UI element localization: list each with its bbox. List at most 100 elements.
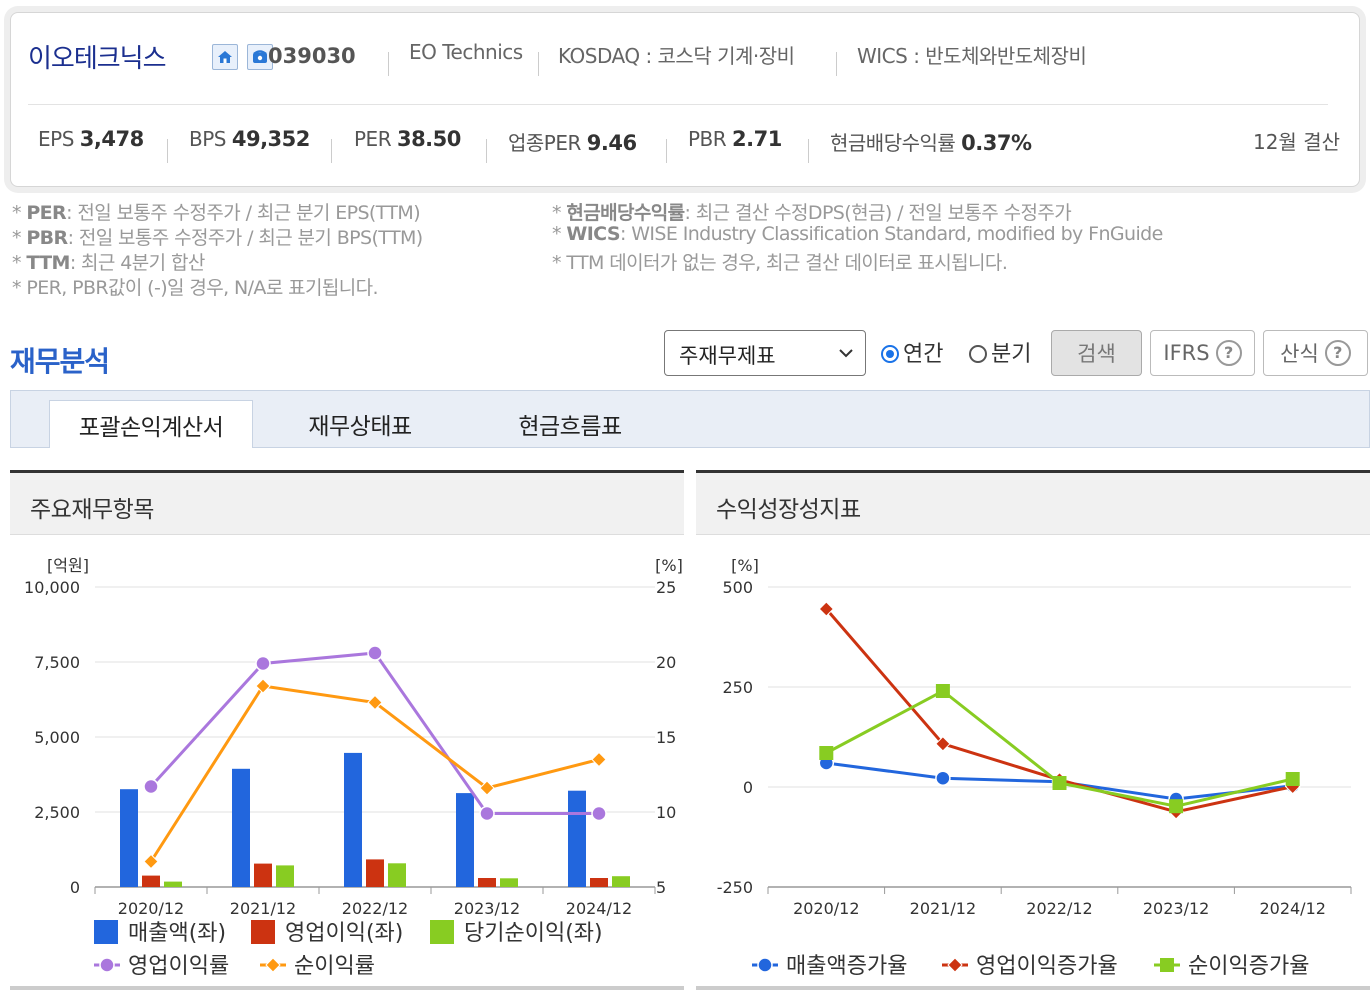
bar-1 (590, 878, 608, 887)
bar-2 (612, 876, 630, 887)
tab-income-statement[interactable]: 포괄손익계산서 (49, 400, 253, 448)
growth-point-2 (935, 684, 950, 698)
legend-swatch (251, 920, 275, 944)
bar-0 (344, 752, 362, 887)
stat-per: PER 38.50 (354, 127, 461, 151)
tab-balance-sheet[interactable]: 재무상태표 (308, 414, 412, 440)
panel-right-bottomline (696, 986, 1370, 990)
radio-quarter[interactable]: 분기 (969, 336, 1031, 368)
divider (836, 52, 837, 76)
legend-marker (99, 957, 115, 973)
stock-code: 039030 (268, 44, 356, 68)
ifrs-help-button[interactable]: IFRS? (1150, 330, 1255, 376)
wics-info: WICS : 반도체와반도체장비 (857, 44, 1087, 68)
bar-1 (254, 863, 272, 887)
note-na: * PER, PBR값이 (-)일 경우, N/A로 표기됩니다. (12, 277, 379, 299)
legend-marker (757, 957, 773, 973)
divider (331, 139, 332, 163)
radio-checked-icon (881, 345, 899, 363)
line-point-0 (255, 655, 271, 672)
bar-0 (120, 789, 138, 887)
growth-point-2 (1285, 772, 1300, 786)
y-right-tick-label: 20 (656, 653, 676, 672)
company-summary-card (10, 12, 1360, 187)
x-tick-label: 2023/12 (1143, 899, 1209, 918)
statement-select[interactable]: 주재무제표 (664, 330, 866, 376)
y-right-tick-label: 15 (656, 728, 676, 747)
note-dividend: * 현금배당수익률: 최근 결산 수정DPS(현금) / 전일 보통주 수정주가 (552, 202, 1072, 224)
bar-0 (456, 793, 474, 887)
formula-button-label: 산식 (1280, 342, 1319, 366)
divider (666, 139, 667, 163)
legend-swatch (94, 920, 118, 944)
growth-point-2 (819, 746, 834, 760)
card-divider (28, 104, 1328, 105)
line-point-1 (255, 678, 271, 694)
line-point-0 (143, 778, 159, 795)
bar-2 (276, 865, 294, 887)
stat-industry-per: 업종PER 9.46 (508, 131, 637, 155)
note-ttm: * TTM: 최근 4분기 합산 (12, 252, 205, 274)
note-wics: * WICS: WISE Industry Classification Sta… (552, 223, 1163, 245)
tab-cash-flow[interactable]: 현금흐름표 (518, 414, 622, 440)
english-name: EO Technics (409, 40, 523, 64)
y-tick-label: 250 (722, 678, 753, 697)
ifrs-button-label: IFRS (1163, 341, 1210, 365)
line-point-1 (479, 780, 495, 796)
line-point-1 (143, 853, 159, 870)
legend-label: 영업이익(좌) (285, 921, 403, 946)
y-right-unit-label: [%] (655, 556, 683, 575)
x-tick-label: 2021/12 (910, 899, 976, 918)
panel-right-topline (696, 470, 1370, 473)
bar-0 (232, 768, 250, 887)
legend-label: 순이익증가율 (1188, 954, 1309, 979)
panel-left-bottomline (10, 986, 684, 990)
x-tick-label: 2022/12 (1026, 899, 1092, 918)
radio-annual[interactable]: 연간 (881, 336, 943, 368)
radio-quarter-label: 분기 (991, 342, 1032, 367)
growth-indicators-chart: [%] -250 0 250 500 2020/12 2021/12 2022/12 2023/… (717, 556, 1352, 979)
legend-swatch (430, 920, 454, 944)
settlement-month: 12월 결산 (1252, 130, 1340, 154)
divider (388, 52, 389, 76)
divider (808, 139, 809, 163)
y-unit-label: [%] (731, 556, 759, 575)
y-right-tick-label: 5 (656, 878, 666, 897)
question-icon: ? (1324, 340, 1351, 366)
divider (538, 52, 539, 76)
note-per: * PER: 전일 보통주 수정주가 / 최근 분기 EPS(TTM) (12, 202, 421, 224)
panel-right-title: 수익성장성지표 (696, 473, 1370, 535)
formula-help-button[interactable]: 산식? (1263, 330, 1368, 376)
note-pbr: * PBR: 전일 보통주 수정주가 / 최근 분기 BPS(TTM) (12, 227, 423, 249)
search-button[interactable]: 검색 (1051, 330, 1142, 376)
y-left-tick-label: 7,500 (34, 653, 80, 672)
bar-2 (500, 878, 518, 887)
growth-point-2 (1169, 799, 1184, 814)
growth-point-1 (818, 601, 835, 617)
stat-eps: EPS 3,478 (38, 127, 144, 151)
y-tick-label: 500 (722, 578, 753, 597)
bar-2 (388, 863, 406, 887)
divider (486, 139, 487, 163)
bar-1 (366, 859, 384, 887)
note-ttm-missing: * TTM 데이터가 없는 경우, 최근 결산 데이터로 표시됩니다. (552, 252, 1008, 274)
stat-pbr: PBR 2.71 (688, 127, 782, 151)
phone-icon[interactable] (247, 44, 273, 70)
panel-left-topline (10, 470, 684, 473)
statement-select-value: 주재무제표 (679, 344, 776, 368)
x-tick-label: 2024/12 (1259, 899, 1325, 918)
y-left-tick-label: 10,000 (24, 578, 80, 597)
y-left-tick-label: 5,000 (34, 728, 80, 747)
legend-label: 매출액증가율 (786, 954, 907, 979)
chevron-down-icon (837, 343, 855, 367)
legend-marker (947, 957, 963, 973)
stat-dividend-yield: 현금배당수익률 0.37% (830, 131, 1032, 155)
legend-label: 영업이익률 (128, 954, 229, 979)
legend-label: 영업이익증가율 (976, 954, 1118, 979)
x-tick-label: 2022/12 (342, 899, 408, 918)
home-icon[interactable] (212, 44, 238, 70)
divider (167, 139, 168, 163)
legend-label: 당기순이익(좌) (464, 921, 603, 946)
bar-2 (164, 881, 182, 887)
line-point-1 (591, 751, 607, 768)
